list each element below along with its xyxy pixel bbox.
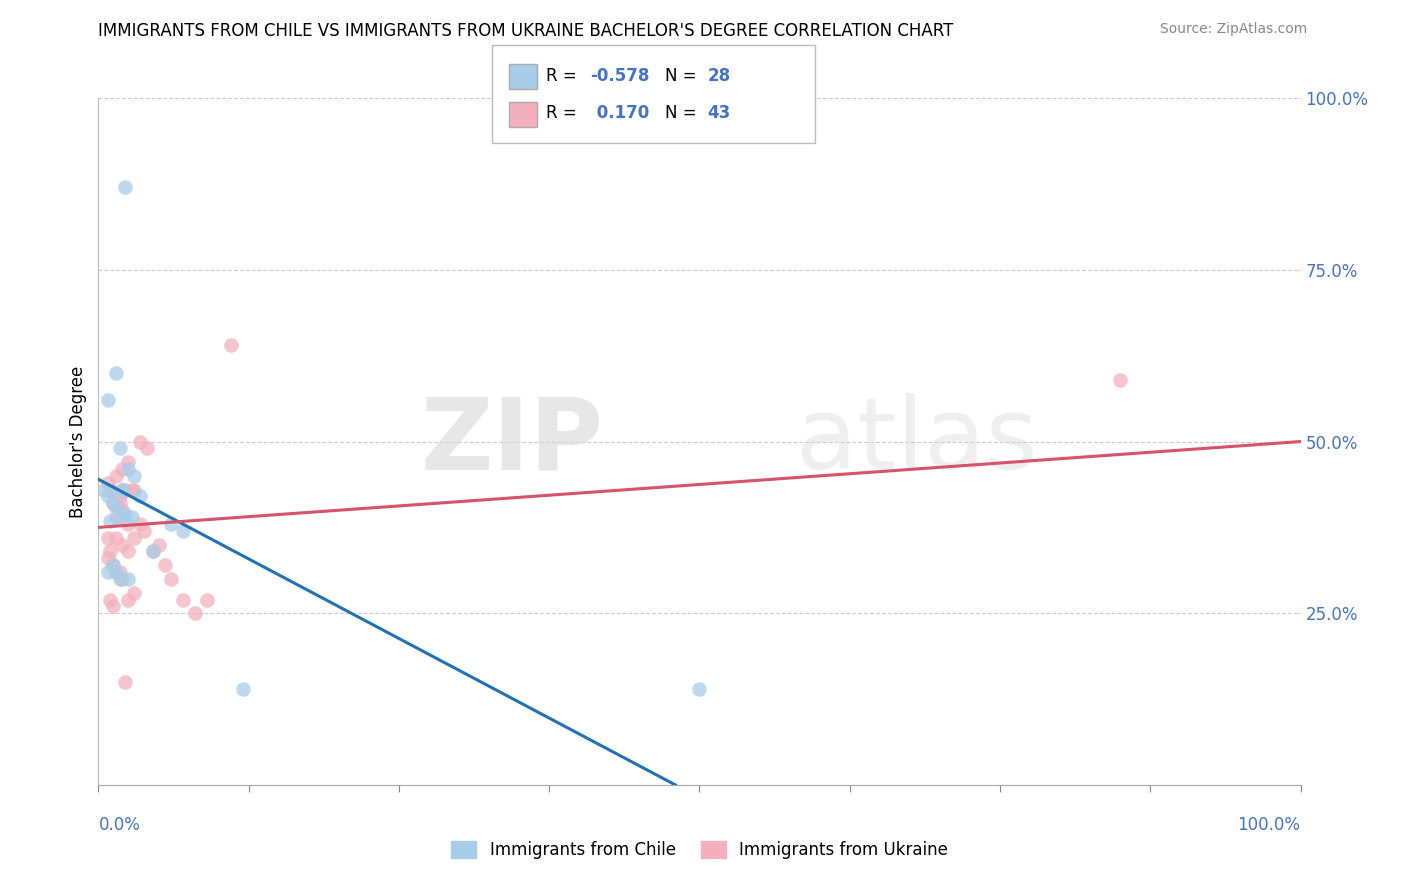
Point — [159, 572, 181, 586]
Point — [172, 592, 194, 607]
Text: 100.0%: 100.0% — [1237, 816, 1301, 834]
Point — [129, 434, 152, 449]
Point — [219, 338, 242, 352]
Text: Source: ZipAtlas.com: Source: ZipAtlas.com — [1160, 22, 1308, 37]
Point — [111, 537, 134, 551]
Point — [105, 366, 128, 380]
Point — [124, 531, 146, 545]
Point — [101, 496, 124, 510]
Point — [111, 572, 134, 586]
Text: 28: 28 — [707, 67, 730, 85]
Point — [100, 544, 122, 558]
Point — [117, 592, 139, 607]
Point — [124, 483, 146, 497]
Point — [105, 565, 128, 579]
Point — [114, 675, 136, 690]
Point — [172, 524, 194, 538]
Point — [100, 483, 122, 497]
Point — [121, 483, 143, 497]
Text: -0.578: -0.578 — [591, 67, 650, 85]
Point — [93, 483, 115, 497]
Point — [97, 490, 120, 504]
Point — [111, 483, 134, 497]
Point — [101, 496, 124, 510]
Point — [108, 490, 131, 504]
Point — [141, 544, 163, 558]
Point — [124, 469, 146, 483]
Text: R =: R = — [546, 67, 582, 85]
Point — [108, 496, 131, 510]
Point — [105, 531, 128, 545]
Point — [100, 514, 122, 528]
Point — [105, 565, 128, 579]
Point — [117, 544, 139, 558]
Text: 0.0%: 0.0% — [98, 816, 141, 834]
Point — [117, 516, 139, 531]
Text: 0.170: 0.170 — [591, 104, 648, 122]
Point — [97, 393, 120, 408]
Point — [100, 483, 122, 497]
Point — [688, 681, 710, 696]
Point — [97, 531, 120, 545]
Point — [1109, 373, 1132, 387]
Point — [108, 442, 131, 456]
Y-axis label: Bachelor's Degree: Bachelor's Degree — [69, 366, 87, 517]
Point — [124, 585, 146, 599]
Point — [101, 558, 124, 573]
Point — [135, 442, 157, 456]
Point — [108, 572, 131, 586]
Text: ZIP: ZIP — [420, 393, 603, 490]
Point — [121, 510, 143, 524]
Text: R =: R = — [546, 104, 582, 122]
Point — [117, 572, 139, 586]
Point — [153, 558, 176, 573]
Point — [111, 462, 134, 476]
Point — [97, 565, 120, 579]
Point — [97, 551, 120, 566]
Point — [105, 500, 128, 514]
Text: 43: 43 — [707, 104, 731, 122]
Point — [232, 681, 254, 696]
Point — [132, 524, 155, 538]
Point — [129, 516, 152, 531]
Point — [101, 558, 124, 573]
Point — [183, 607, 205, 621]
Point — [114, 180, 136, 194]
Legend: Immigrants from Chile, Immigrants from Ukraine: Immigrants from Chile, Immigrants from U… — [444, 834, 955, 866]
Point — [195, 592, 218, 607]
Text: IMMIGRANTS FROM CHILE VS IMMIGRANTS FROM UKRAINE BACHELOR'S DEGREE CORRELATION C: IMMIGRANTS FROM CHILE VS IMMIGRANTS FROM… — [98, 22, 953, 40]
Point — [148, 537, 170, 551]
Point — [117, 455, 139, 469]
Point — [129, 490, 152, 504]
Point — [114, 507, 136, 521]
Text: N =: N = — [665, 67, 702, 85]
Point — [105, 469, 128, 483]
Point — [114, 483, 136, 497]
Point — [111, 503, 134, 517]
Point — [100, 592, 122, 607]
Point — [108, 510, 131, 524]
Point — [159, 516, 181, 531]
Point — [141, 544, 163, 558]
Point — [101, 599, 124, 614]
Point — [111, 483, 134, 497]
Text: N =: N = — [665, 104, 702, 122]
Point — [117, 462, 139, 476]
Point — [97, 475, 120, 490]
Point — [108, 565, 131, 579]
Point — [105, 510, 128, 524]
Text: atlas: atlas — [796, 393, 1038, 490]
